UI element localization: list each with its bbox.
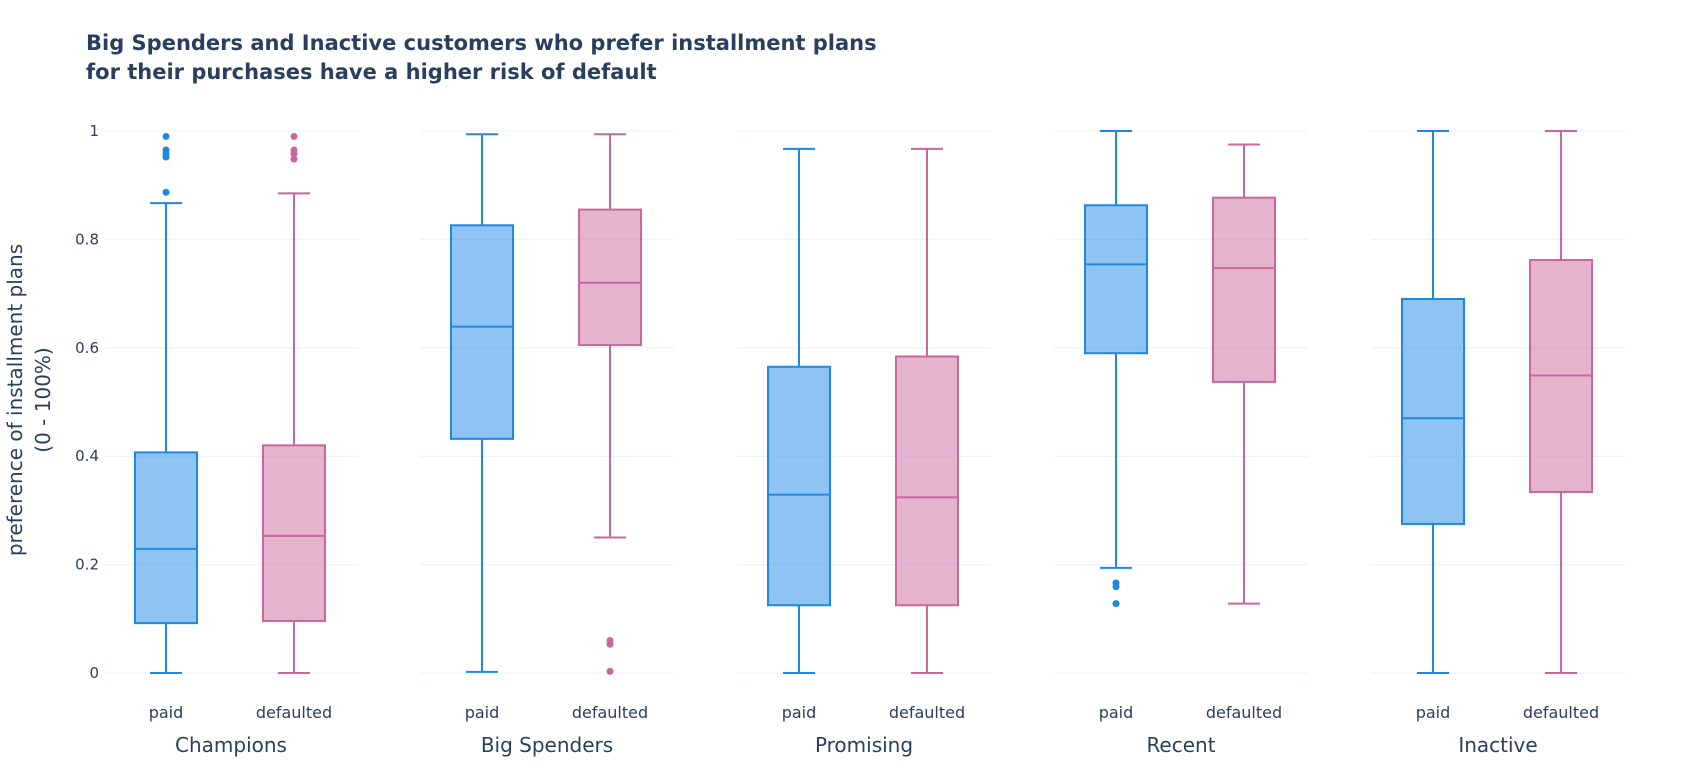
outlier-point (290, 146, 298, 154)
paid-box (134, 132, 198, 674)
paid-box (767, 147, 831, 674)
iqr-box (1084, 204, 1148, 355)
outlier-point (1112, 579, 1120, 587)
iqr-box (1401, 298, 1465, 525)
segment-group (134, 132, 326, 674)
y-tick-label: 0.8 (75, 230, 99, 248)
iqr-box (134, 451, 198, 625)
y-axis-ticks: 0 0.2 0.4 0.6 0.8 1 (75, 122, 99, 682)
category-label: paid (1099, 703, 1134, 722)
category-label: paid (782, 703, 817, 722)
segment-label: Inactive (1458, 733, 1537, 757)
segment-label: Big Spenders (481, 733, 613, 757)
segment-group (767, 147, 959, 674)
outlier-point (1112, 600, 1120, 608)
y-tick-label: 0.4 (75, 447, 99, 465)
iqr-box (895, 355, 959, 607)
paid-box (1401, 130, 1465, 674)
category-label: defaulted (889, 703, 965, 722)
defaulted-box (578, 133, 642, 675)
category-label: defaulted (1523, 703, 1599, 722)
outlier-point (606, 667, 614, 675)
y-tick-label: 1 (89, 122, 99, 140)
segment-group (1401, 130, 1593, 674)
y-axis-title-line-1: preference of installment plans (3, 244, 27, 556)
iqr-box (1212, 196, 1276, 383)
defaulted-box (262, 132, 326, 674)
category-label: paid (1416, 703, 1451, 722)
segment-label: Promising (815, 733, 913, 757)
y-tick-label: 0.6 (75, 339, 99, 357)
y-tick-label: 0.2 (75, 556, 99, 574)
outlier-point (606, 636, 614, 644)
outlier-point (162, 188, 170, 196)
y-tick-label: 0 (89, 664, 99, 682)
iqr-box (450, 224, 514, 440)
iqr-box (767, 365, 831, 607)
outlier-point (290, 155, 298, 163)
chart-title-line-2: for their purchases have a higher risk o… (86, 60, 657, 84)
defaulted-box (1529, 130, 1593, 674)
gridlines (104, 130, 1625, 674)
outlier-point (290, 132, 298, 140)
category-label: defaulted (572, 703, 648, 722)
y-axis-title: preference of installment plans (0 - 100… (3, 244, 55, 556)
iqr-box (262, 444, 326, 622)
y-axis-title-line-2: (0 - 100%) (31, 347, 55, 452)
segment-group (450, 133, 642, 675)
iqr-box (578, 208, 642, 347)
chart-title: Big Spenders and Inactive customers who … (86, 31, 877, 84)
category-label: paid (465, 703, 500, 722)
segment-label: Champions (175, 733, 287, 757)
x-axis-labels: paid defaulted Champions paid defaulted Big S… (149, 703, 1599, 757)
defaulted-box (895, 147, 959, 674)
category-label: defaulted (1206, 703, 1282, 722)
paid-box (450, 133, 514, 673)
paid-box (1084, 130, 1148, 608)
category-label: paid (149, 703, 184, 722)
segment-group (1084, 130, 1276, 608)
chart-title-line-1: Big Spenders and Inactive customers who … (86, 31, 877, 55)
defaulted-box (1212, 143, 1276, 605)
segment-label: Recent (1146, 733, 1215, 757)
category-label: defaulted (256, 703, 332, 722)
outlier-point (162, 132, 170, 140)
outlier-point (162, 146, 170, 154)
boxes (134, 130, 1593, 675)
